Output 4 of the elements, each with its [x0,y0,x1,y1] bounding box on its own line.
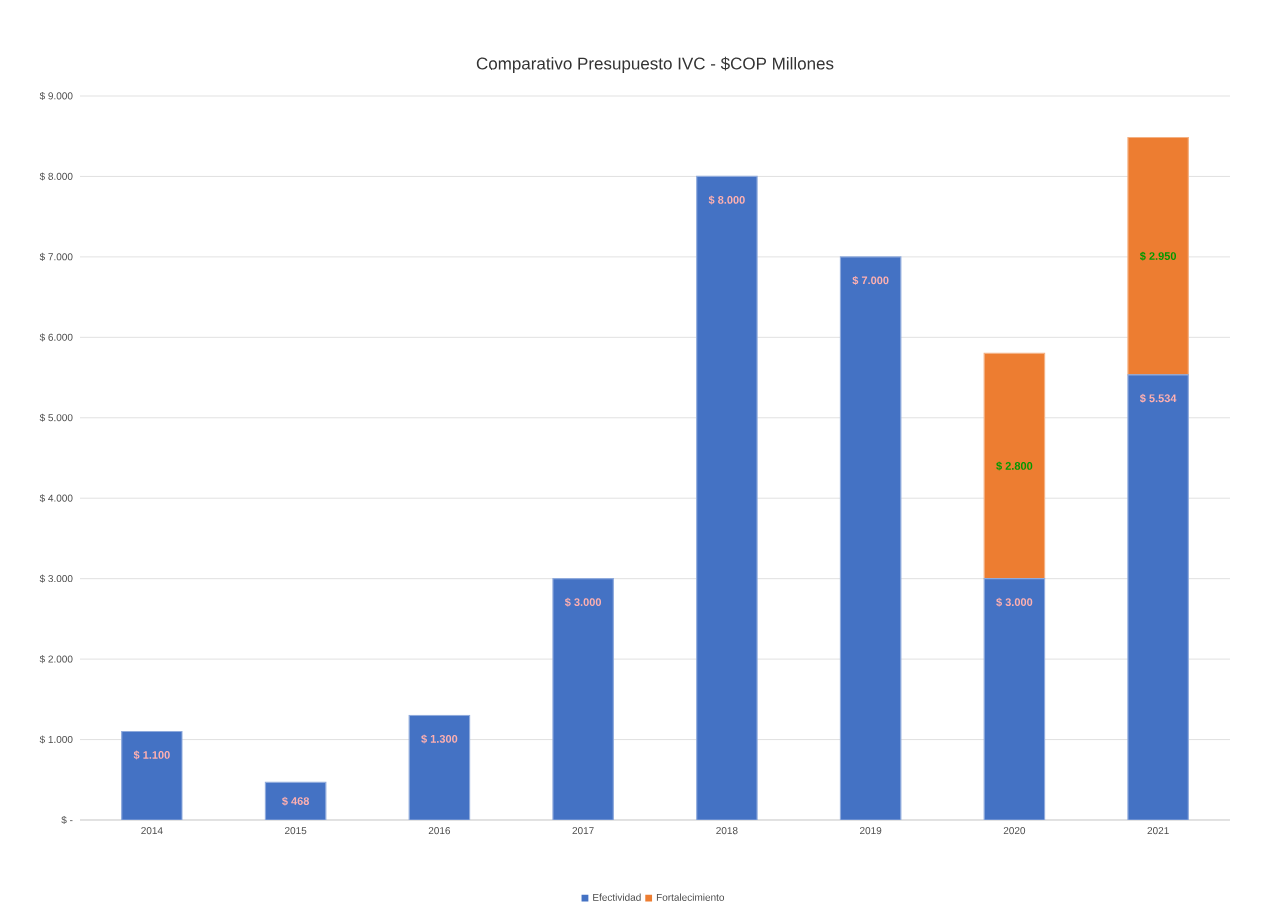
bar [121,730,183,820]
bar [983,352,1046,580]
bar [1127,136,1189,376]
chart-title: Comparativo Presupuesto IVC - $COP Millones [476,56,834,73]
